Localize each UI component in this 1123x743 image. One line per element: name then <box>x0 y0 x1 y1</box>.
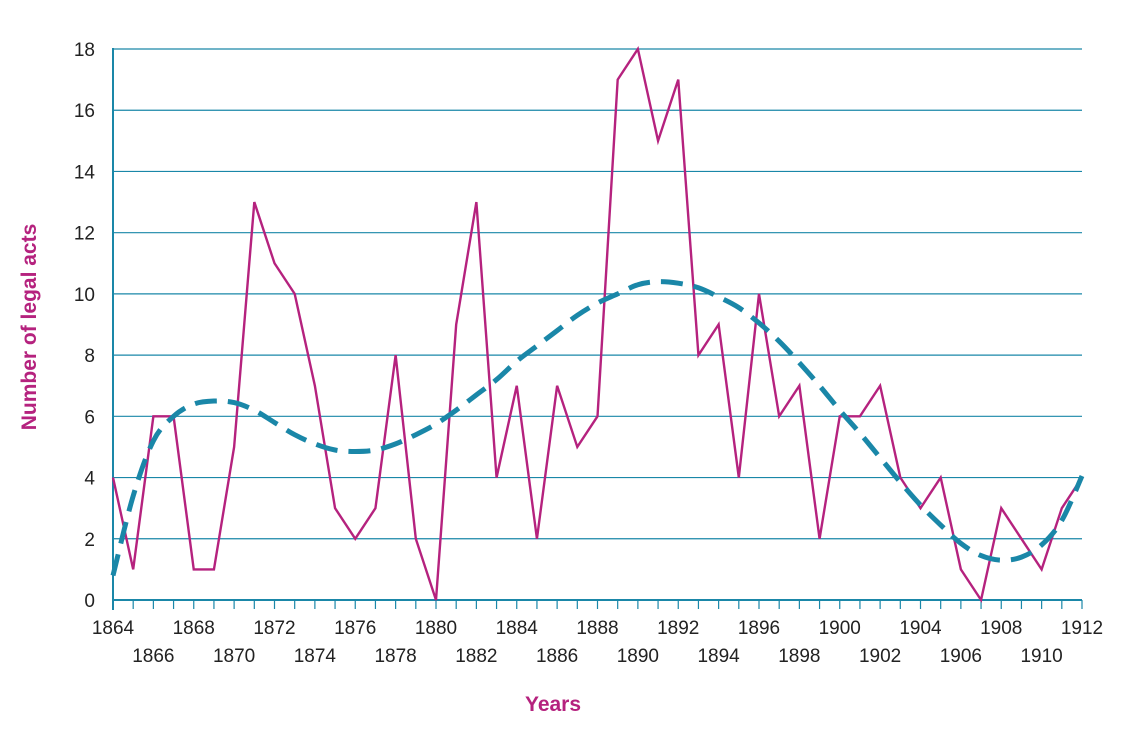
x-tick-label: 1882 <box>455 646 497 667</box>
x-tick-label: 1890 <box>617 646 659 667</box>
y-tick-label: 10 <box>74 285 95 306</box>
axes <box>112 48 1083 610</box>
x-tick-label: 1898 <box>778 646 820 667</box>
x-tick-label: 1908 <box>980 618 1022 639</box>
x-tick-label: 1884 <box>496 618 539 639</box>
x-tick-labels: 1864 1866 1868 1870 1872 1874 1876 1878 1880 1882… <box>92 618 1103 667</box>
x-tick-label: 1912 <box>1061 618 1103 639</box>
x-tick-label: 1892 <box>657 618 699 639</box>
y-tick-label: 0 <box>84 591 95 612</box>
y-tick-labels: 0 2 4 6 8 10 12 14 16 18 <box>74 40 96 612</box>
x-tick-label: 1902 <box>859 646 901 667</box>
x-tick-label: 1900 <box>819 618 861 639</box>
x-axis-title: Years <box>525 693 581 716</box>
y-tick-label: 14 <box>74 162 96 183</box>
x-tick-label: 1866 <box>132 646 174 667</box>
x-tick-label: 1894 <box>697 646 740 667</box>
x-tick-label: 1876 <box>334 618 376 639</box>
trend-line-dashed <box>110 279 1085 577</box>
y-tick-label: 8 <box>84 346 95 367</box>
y-axis-title: Number of legal acts <box>18 224 41 431</box>
x-tick-label: 1870 <box>213 646 255 667</box>
data-line-legal-acts <box>111 45 1084 604</box>
x-tick-label: 1874 <box>294 646 337 667</box>
x-tick-label: 1864 <box>92 618 135 639</box>
x-tick-label: 1878 <box>374 646 416 667</box>
x-tick-label: 1906 <box>940 646 982 667</box>
y-tick-label: 2 <box>84 530 95 551</box>
x-tick-label: 1872 <box>253 618 295 639</box>
x-tick-label: 1896 <box>738 618 780 639</box>
y-tick-label: 6 <box>84 407 95 428</box>
y-tick-label: 18 <box>74 40 95 61</box>
y-tick-label: 12 <box>74 224 95 245</box>
series-group <box>110 45 1085 604</box>
y-tick-label: 4 <box>84 469 95 490</box>
y-tick-label: 16 <box>74 101 95 122</box>
x-tick-label: 1868 <box>173 618 215 639</box>
x-tick-label: 1886 <box>536 646 578 667</box>
x-tick-label: 1880 <box>415 618 457 639</box>
x-tick-label: 1888 <box>576 618 618 639</box>
x-tick-label: 1904 <box>899 618 942 639</box>
x-tick-label: 1910 <box>1020 646 1062 667</box>
horizontal-grid <box>113 48 1082 540</box>
